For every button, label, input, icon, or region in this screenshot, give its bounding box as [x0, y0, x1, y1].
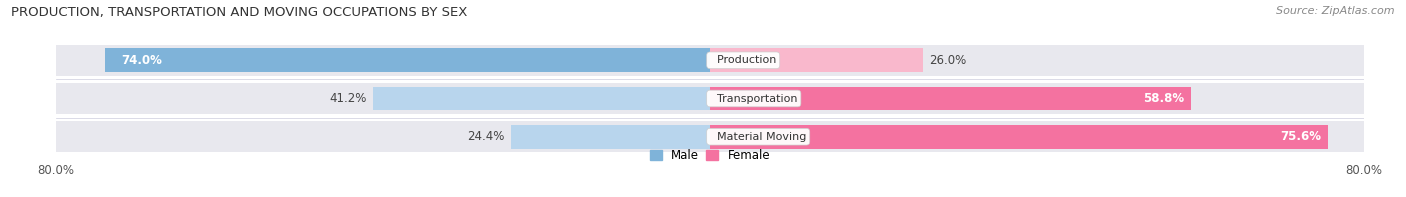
Bar: [710, 48, 922, 72]
Text: 58.8%: 58.8%: [1143, 92, 1184, 105]
Bar: [374, 87, 710, 110]
Text: 24.4%: 24.4%: [467, 130, 505, 143]
Bar: [710, 125, 1327, 149]
Text: PRODUCTION, TRANSPORTATION AND MOVING OCCUPATIONS BY SEX: PRODUCTION, TRANSPORTATION AND MOVING OC…: [11, 6, 468, 19]
Legend: Male, Female: Male, Female: [650, 149, 770, 162]
Text: 75.6%: 75.6%: [1281, 130, 1322, 143]
Bar: [56, 121, 1364, 152]
Text: Transportation: Transportation: [710, 94, 797, 103]
Bar: [56, 45, 1364, 76]
Bar: [510, 125, 710, 149]
Text: Material Moving: Material Moving: [710, 132, 807, 142]
Text: 41.2%: 41.2%: [329, 92, 367, 105]
Bar: [105, 48, 710, 72]
Bar: [710, 87, 1191, 110]
Text: 26.0%: 26.0%: [929, 54, 966, 67]
Text: Production: Production: [710, 55, 776, 65]
Text: 74.0%: 74.0%: [121, 54, 163, 67]
Bar: [56, 83, 1364, 114]
Text: Source: ZipAtlas.com: Source: ZipAtlas.com: [1277, 6, 1395, 16]
